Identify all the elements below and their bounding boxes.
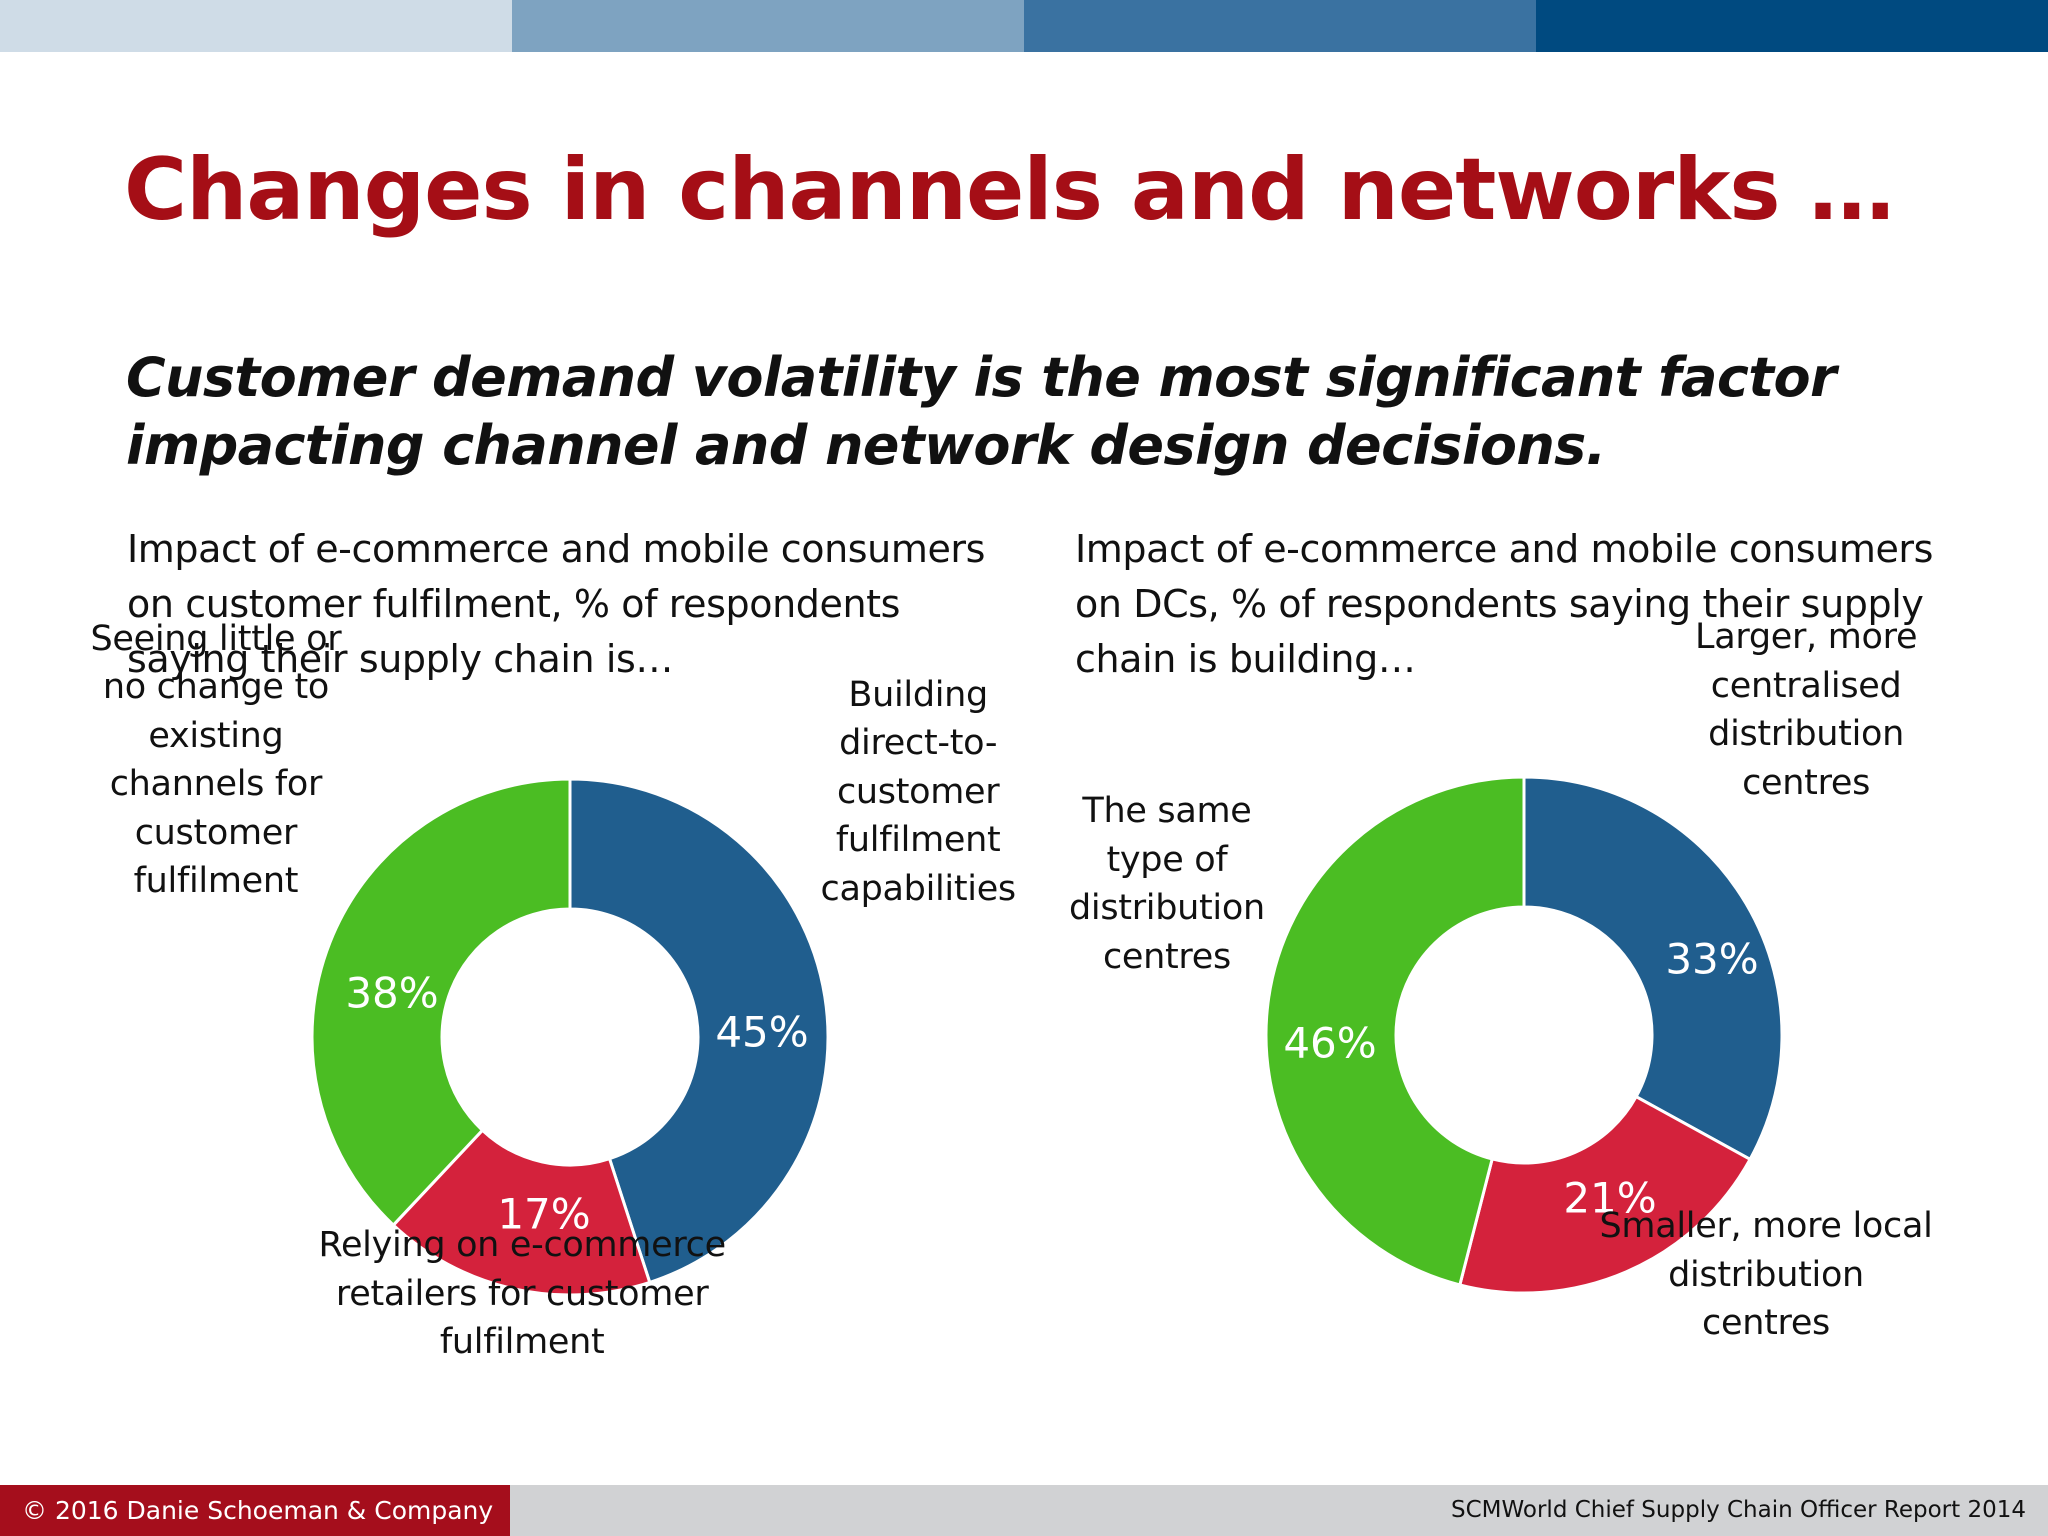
callout-line: no change to (102, 667, 330, 707)
callout-line: distribution (1668, 1254, 1864, 1295)
caption-line: chain is building… (1075, 637, 1416, 681)
slice-callout-the-same-type-of-distribution-centres: The same type of distribution centres (1069, 787, 1265, 981)
caption-line: Impact of e-commerce and mobile consumer… (1075, 527, 1934, 571)
chart-caption-fulfilment: Impact of e-commerce and mobile consumer… (127, 522, 1007, 687)
top-bar-segment-3 (1024, 0, 1536, 52)
top-bar-segment-1 (0, 0, 512, 52)
footer-source: SCMWorld Chief Supply Chain Officer Repo… (510, 1485, 2048, 1536)
callout-line: Building (848, 674, 988, 715)
top-color-bar (0, 0, 2048, 52)
callout-line: centralised (1710, 665, 1902, 706)
slice-callout-smaller-more-local-distribution-centres: Smaller, more local distribution centres (1600, 1202, 1933, 1348)
slice-callout-building-direct-to-customer-fulfilment-capabilities: Building direct-to-customer fulfilment capa… (820, 671, 1017, 914)
callout-line: direct-to- (839, 723, 998, 764)
callout-line: type of (1106, 839, 1228, 880)
slice-callout-seeing-little-or-no-change-to-existing-channels-for-customer-fulfilment: Seeing little or no change to existing chan… (91, 615, 342, 906)
callout-line: capabilities (820, 868, 1017, 909)
callout-line: channels for (109, 764, 323, 804)
callout-line: centres (1742, 762, 1871, 803)
value-label-46: 46% (1283, 1019, 1376, 1068)
value-label-38: 38% (345, 969, 438, 1018)
caption-line: saying their supply chain is… (127, 637, 674, 681)
callout-line: Seeing little or (90, 618, 342, 659)
callout-line: customer (134, 812, 298, 853)
callout-line: distribution (1069, 888, 1265, 928)
callout-line: fulfilment (835, 820, 1001, 861)
callout-line: customer (836, 771, 1000, 812)
callout-line: existing (148, 715, 284, 756)
footer-copyright: © 2016 Danie Schoeman & Company (0, 1485, 510, 1536)
donut-slice-larger-more-centralised-distribution-centres (1522, 775, 1784, 1162)
donut-slice-building-direct-to-customer-fulfilment-capabilities (568, 777, 830, 1285)
donut-slice-the-same-type-of-distribution-centres (1264, 775, 1526, 1287)
caption-line: on customer fulfilment, % of respondents (127, 582, 901, 626)
slice-callout-larger-more-centralised-distribution-centres: Larger, more centralised distribution centr… (1695, 613, 1917, 807)
callout-line: fulfilment (133, 861, 299, 901)
top-bar-segment-4 (1536, 0, 2048, 52)
callout-line: Larger, more (1695, 617, 1918, 657)
callout-line: distribution (1708, 714, 1905, 754)
callout-line: fulfilment (439, 1322, 605, 1363)
chart-caption-dcs: Impact of e-commerce and mobile consumer… (1075, 522, 1955, 687)
subtitle-line-1: Customer demand volatility is the most s… (126, 346, 1837, 409)
callout-line: Smaller, more local (1599, 1206, 1933, 1247)
callout-line: retailers for customer (335, 1273, 709, 1314)
donut-slice-smaller-more-local-distribution-centres (1458, 1094, 1753, 1295)
callout-line: centres (1102, 936, 1231, 977)
top-bar-segment-2 (512, 0, 1024, 52)
value-label-17: 17% (497, 1190, 590, 1239)
slide-subtitle: Customer demand volatility is the most s… (126, 344, 1837, 480)
subtitle-line-2: impacting channel and network design dec… (126, 414, 1606, 477)
callout-line: Relying on e-commerce (318, 1225, 727, 1266)
value-label-33: 33% (1665, 935, 1758, 984)
callout-line: centres (1702, 1303, 1830, 1344)
slice-callout-relying-on-e-commerce-retailers-for-customer-fulfilment: Relying on e-commerce retailers for custo… (318, 1221, 727, 1367)
value-label-21: 21% (1563, 1174, 1656, 1223)
slide-title: Changes in channels and networks … (124, 140, 1895, 240)
donut-slice-seeing-little-or-no-change-to-existing-channels-for-customer-fulfilment (310, 777, 572, 1228)
value-label-45: 45% (715, 1008, 808, 1057)
caption-line: Impact of e-commerce and mobile consumer… (127, 527, 986, 571)
caption-line: on DCs, % of respondents saying their su… (1075, 582, 1924, 626)
callout-line: The same (1082, 791, 1252, 831)
donut-slice-relying-on-e-commerce-retailers-for-customer-fulfilment (391, 1128, 652, 1297)
